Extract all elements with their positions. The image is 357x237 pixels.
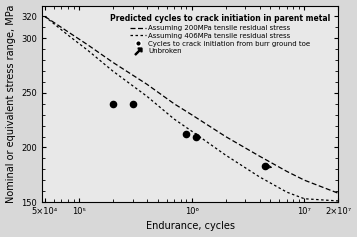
Point: [130, 102, 136, 106]
Point: [110, 102, 116, 106]
Point: [183, 132, 189, 136]
Legend: Assuming 200MPa tensile residual stress, Assuming 406MPa tensile residual stress: Assuming 200MPa tensile residual stress,…: [109, 13, 332, 56]
X-axis label: Endurance, cycles: Endurance, cycles: [146, 221, 235, 232]
Point: [193, 135, 199, 138]
Point: [262, 164, 268, 168]
Y-axis label: Nominal or equivalent stress range, MPa: Nominal or equivalent stress range, MPa: [6, 5, 16, 203]
